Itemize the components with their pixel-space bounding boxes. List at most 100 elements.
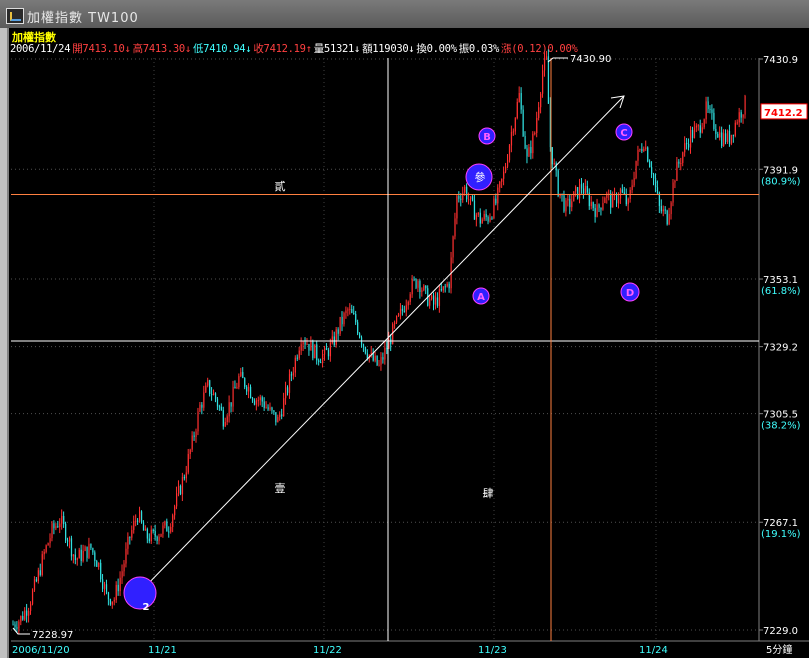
quote-field-0: 2006/11/24 bbox=[10, 43, 71, 55]
candle-body-363 bbox=[719, 132, 721, 138]
last-price-label: 7412.2 bbox=[764, 108, 803, 119]
x-label-3: 11/23 bbox=[478, 645, 507, 656]
candle-body-70 bbox=[148, 538, 150, 542]
candle-body-105 bbox=[216, 398, 219, 407]
candle-body-333 bbox=[660, 206, 662, 212]
candle-body-1 bbox=[14, 624, 16, 628]
candle-body-48 bbox=[105, 584, 108, 593]
candle-body-228 bbox=[456, 196, 458, 219]
candle-body-316 bbox=[627, 198, 629, 205]
chart-window[interactable] bbox=[7, 28, 809, 658]
candle-body-341 bbox=[676, 161, 678, 181]
candle-body-249 bbox=[497, 187, 499, 204]
candle-body-290 bbox=[577, 187, 579, 199]
quote-field-2: 高7413.30↓ bbox=[132, 43, 192, 55]
candle-body-214 bbox=[429, 299, 431, 306]
candle-body-80 bbox=[168, 531, 170, 533]
candle-body-258 bbox=[514, 118, 516, 132]
candle-body-211 bbox=[423, 285, 425, 291]
candle-body-75 bbox=[158, 536, 160, 541]
candle-body-366 bbox=[725, 133, 727, 142]
candle-body-163 bbox=[329, 342, 332, 357]
candle-body-64 bbox=[137, 520, 139, 522]
candle-body-18 bbox=[47, 543, 49, 546]
candle-body-66 bbox=[140, 511, 143, 523]
candle-body-5 bbox=[22, 616, 24, 620]
candle-body-160 bbox=[323, 348, 326, 355]
candle-body-325 bbox=[645, 147, 647, 149]
candle-body-209 bbox=[419, 281, 421, 292]
candle-body-73 bbox=[154, 531, 156, 537]
candle-body-195 bbox=[392, 324, 394, 345]
candle-body-86 bbox=[179, 485, 182, 495]
candle-body-376 bbox=[744, 96, 746, 115]
candle-body-319 bbox=[633, 178, 635, 186]
candle-body-109 bbox=[224, 422, 226, 427]
quote-field-3: 低7410.94↓ bbox=[192, 43, 252, 55]
quote-field-5: 量51321↓ bbox=[313, 43, 361, 55]
candle-body-218 bbox=[436, 297, 439, 306]
candle-body-235 bbox=[470, 196, 472, 200]
candle-body-365 bbox=[723, 133, 725, 146]
candle-body-242 bbox=[483, 213, 485, 220]
candle-body-315 bbox=[625, 194, 627, 205]
candle-body-156 bbox=[316, 344, 318, 361]
candle-body-303 bbox=[602, 203, 604, 210]
candle-body-308 bbox=[612, 194, 614, 208]
candle-body-322 bbox=[639, 149, 641, 151]
candle-body-371 bbox=[734, 122, 736, 136]
candle-body-90 bbox=[187, 453, 189, 473]
candle-body-79 bbox=[166, 521, 168, 532]
candle-body-129 bbox=[263, 401, 265, 408]
candle-body-85 bbox=[177, 485, 180, 494]
candle-body-335 bbox=[664, 209, 666, 211]
candle-body-357 bbox=[707, 101, 709, 109]
candle-body-352 bbox=[697, 125, 699, 127]
candle-body-257 bbox=[512, 131, 515, 133]
candle-body-274 bbox=[545, 56, 548, 59]
candle-body-99 bbox=[205, 385, 207, 393]
candle-body-207 bbox=[415, 279, 417, 288]
candle-body-95 bbox=[197, 411, 199, 432]
candle-body-320 bbox=[635, 160, 637, 179]
candle-body-314 bbox=[623, 192, 625, 195]
candle-body-2 bbox=[16, 627, 18, 629]
fib-label-0: (80.9%) bbox=[761, 176, 801, 187]
candle-body-112 bbox=[230, 402, 232, 407]
candle-body-369 bbox=[730, 134, 733, 144]
candle-body-241 bbox=[481, 219, 483, 224]
candle-body-220 bbox=[440, 288, 442, 291]
candle-body-262 bbox=[522, 109, 524, 137]
candle-body-150 bbox=[304, 342, 306, 345]
wave-label-2: 貳 bbox=[275, 179, 286, 193]
candle-body-368 bbox=[728, 130, 731, 144]
candle-body-84 bbox=[176, 493, 178, 507]
axis-tick-label-1: 7391.9 bbox=[763, 165, 798, 176]
candle-body-297 bbox=[590, 202, 592, 207]
candle-body-370 bbox=[732, 134, 735, 136]
candle-body-139 bbox=[283, 398, 285, 417]
candle-body-13 bbox=[37, 570, 40, 582]
candle-body-229 bbox=[458, 196, 460, 199]
candle-body-46 bbox=[102, 579, 104, 589]
wave-2-circle-label: 2 bbox=[143, 602, 150, 613]
candle-body-227 bbox=[454, 218, 456, 237]
candle-body-76 bbox=[160, 533, 162, 537]
candle-body-280 bbox=[557, 170, 559, 197]
candle-body-169 bbox=[341, 316, 343, 325]
candle-body-122 bbox=[250, 386, 252, 398]
candle-body-298 bbox=[592, 202, 594, 209]
candle-body-97 bbox=[201, 404, 203, 408]
candle-body-43 bbox=[96, 561, 98, 567]
candle-body-355 bbox=[703, 119, 705, 128]
candle-body-50 bbox=[109, 599, 112, 605]
chart-app-icon[interactable] bbox=[6, 8, 24, 24]
candle-body-71 bbox=[150, 529, 152, 542]
candle-body-92 bbox=[191, 435, 193, 450]
quote-field-8: 振0.03% bbox=[458, 43, 500, 55]
candle-body-10 bbox=[31, 590, 34, 605]
candle-body-154 bbox=[312, 340, 314, 359]
wave-label-1: 壹 bbox=[275, 482, 286, 495]
candle-body-204 bbox=[409, 294, 411, 302]
